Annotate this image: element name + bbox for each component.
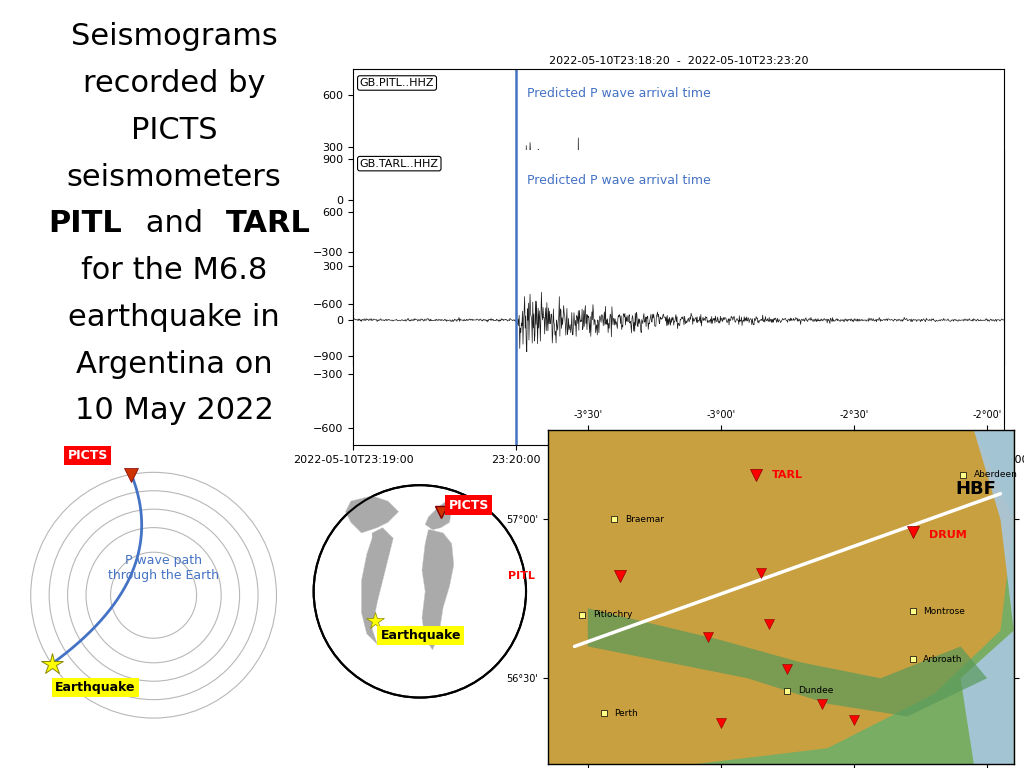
Text: and: and [135,210,213,238]
Title: 2022-05-10T23:18:20  -  2022-05-10T23:23:20: 2022-05-10T23:18:20 - 2022-05-10T23:23:2… [549,55,808,65]
Text: Perth: Perth [614,709,638,718]
Text: P wave path
through the Earth: P wave path through the Earth [108,554,219,582]
Text: GB.TARL..HHZ: GB.TARL..HHZ [359,159,438,169]
Text: 10 May 2022: 10 May 2022 [75,396,273,425]
Text: TARL: TARL [771,469,803,480]
Text: Predicted P wave arrival time: Predicted P wave arrival time [526,174,711,187]
Text: recorded by: recorded by [83,69,265,98]
Text: Predicted P wave arrival time: Predicted P wave arrival time [526,87,711,100]
Polygon shape [588,608,987,717]
Text: PITL: PITL [48,210,122,238]
Polygon shape [422,530,454,650]
Text: PICTS: PICTS [68,449,108,462]
Text: Aberdeen: Aberdeen [974,470,1018,479]
Text: DRUM: DRUM [929,530,967,540]
Text: Earthquake: Earthquake [55,681,136,694]
Polygon shape [425,501,452,530]
Text: seismometers: seismometers [67,163,282,191]
Text: PICTS: PICTS [449,498,488,511]
Text: TARL: TARL [226,210,311,238]
Text: PITL: PITL [508,571,535,581]
Polygon shape [361,528,393,644]
Text: Braemar: Braemar [625,515,664,524]
Polygon shape [345,496,398,533]
Text: Arbroath: Arbroath [924,654,963,664]
Circle shape [313,485,526,697]
Text: Montrose: Montrose [924,607,965,616]
Text: Seismograms: Seismograms [71,22,278,51]
Text: earthquake in: earthquake in [69,303,280,332]
Polygon shape [961,430,1014,764]
Polygon shape [694,430,1014,764]
Text: Dundee: Dundee [798,687,834,696]
Text: PICTS: PICTS [131,116,217,145]
Text: GB.PITL..HHZ: GB.PITL..HHZ [359,78,434,88]
Text: Pitlochry: Pitlochry [593,610,633,619]
Text: Argentina on: Argentina on [76,349,272,379]
Text: HBF: HBF [955,480,996,498]
Text: Earthquake: Earthquake [381,629,461,642]
Text: for the M6.8: for the M6.8 [81,257,267,285]
